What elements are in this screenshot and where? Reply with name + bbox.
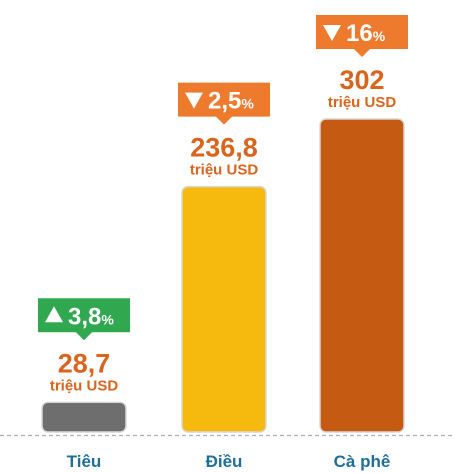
bar-1 xyxy=(41,401,127,433)
change-badge-1 xyxy=(38,298,130,341)
unit-label-2: triệu USD xyxy=(190,162,259,179)
category-label-1: Tiêu xyxy=(67,452,102,471)
down-arrow-icon-3 xyxy=(323,25,341,41)
bar-3 xyxy=(319,118,405,433)
category-label-3: Cà phê xyxy=(334,452,391,471)
value-label-2: 236,8 xyxy=(190,133,258,163)
percent-sign: % xyxy=(373,28,386,44)
bar-2 xyxy=(181,185,267,433)
unit-label-1: triệu USD xyxy=(50,377,119,394)
percent-sign: % xyxy=(241,96,254,112)
percent-sign: % xyxy=(101,311,114,327)
down-arrow-icon-2 xyxy=(185,92,203,109)
value-label-3: 302 xyxy=(339,65,384,95)
value-label-1: 28,7 xyxy=(58,348,111,378)
up-arrow-icon-1 xyxy=(45,306,63,323)
unit-label-3: triệu USD xyxy=(328,94,397,111)
category-label-2: Điều xyxy=(206,452,243,471)
